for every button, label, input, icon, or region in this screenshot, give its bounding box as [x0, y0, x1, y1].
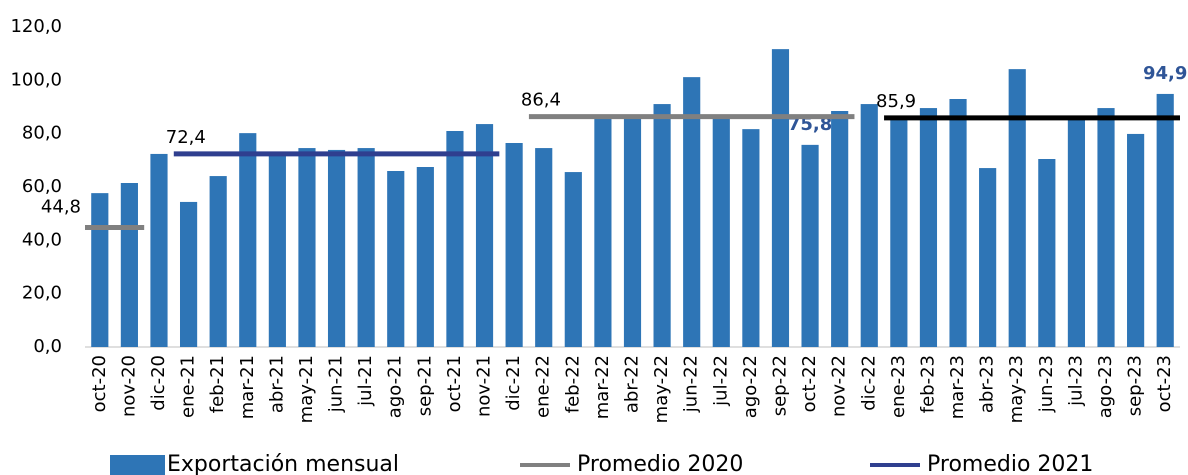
bar: [239, 133, 257, 347]
bar: [209, 176, 227, 347]
x-tick-label: abr-23: [977, 355, 998, 413]
y-tick-label: 120,0: [10, 16, 62, 37]
x-tick-label: dic-21: [503, 355, 524, 411]
x-tick-label: may-21: [296, 355, 317, 423]
x-tick-label: dic-22: [858, 355, 879, 411]
bar: [653, 104, 671, 347]
bar: [683, 77, 701, 347]
bar: [712, 117, 730, 347]
bar: [327, 149, 346, 347]
x-tick-label: oct-22: [799, 355, 820, 412]
x-tick-label: ene-21: [178, 355, 199, 418]
x-tick-label: ene-22: [533, 355, 554, 418]
x-tick-label: may-23: [1006, 355, 1027, 423]
line-label: 72,4: [166, 127, 206, 148]
x-tick-label: oct-23: [1154, 355, 1175, 412]
bar: [416, 167, 434, 347]
bar: [742, 129, 760, 347]
bar: [919, 108, 938, 347]
bar: [298, 148, 316, 347]
y-tick-label: 40,0: [22, 229, 62, 250]
bar: [1127, 133, 1145, 347]
x-tick-label: jun-22: [681, 355, 702, 413]
y-tick-label: 60,0: [22, 176, 62, 197]
x-tick-label: nov-20: [118, 355, 139, 417]
x-tick-label: sep-22: [769, 355, 790, 416]
x-tick-label: mar-21: [237, 355, 258, 419]
bar: [505, 143, 523, 347]
bar: [623, 117, 642, 347]
bar: [91, 193, 109, 347]
x-tick-label: may-22: [651, 355, 672, 423]
x-tick-label: ago-22: [740, 355, 761, 418]
bar: [979, 168, 997, 347]
legend-swatch: [110, 455, 165, 475]
x-tick-label: jun-23: [1036, 355, 1057, 413]
line-label: 85,9: [876, 91, 916, 112]
bar: [831, 111, 849, 347]
y-tick-label: 0,0: [33, 336, 62, 357]
x-tick-label: mar-23: [947, 355, 968, 419]
bar: [1008, 69, 1026, 347]
x-tick-label: jul-23: [1065, 355, 1086, 407]
line-label: 44,8: [41, 197, 81, 218]
bar: [150, 153, 168, 347]
x-tick-label: abr-22: [622, 355, 643, 413]
bar: [1067, 117, 1086, 347]
y-tick-label: 80,0: [22, 123, 62, 144]
line-label: 86,4: [521, 90, 561, 111]
bar: [860, 104, 878, 347]
bar: [446, 131, 464, 347]
x-tick-label: feb-21: [207, 355, 228, 413]
data-label: 94,9: [1143, 63, 1187, 84]
x-tick-label: dic-20: [148, 355, 169, 411]
bar: [1038, 159, 1056, 347]
bar: [475, 124, 494, 347]
legend-label: Promedio 2020: [577, 452, 743, 475]
legend-label: Promedio 2021: [927, 452, 1093, 475]
x-tick-label: jun-21: [326, 355, 347, 413]
x-tick-label: ago-23: [1095, 355, 1116, 418]
bar: [801, 144, 819, 347]
legend-label: Exportación mensual: [167, 452, 399, 475]
x-tick-label: oct-20: [89, 355, 110, 412]
bar: [268, 153, 286, 347]
x-tick-label: oct-21: [444, 355, 465, 412]
bar: [179, 201, 198, 347]
x-tick-label: jul-21: [355, 355, 376, 407]
x-tick-label: nov-21: [474, 355, 495, 417]
x-tick-label: jul-22: [710, 355, 731, 407]
y-tick-label: 20,0: [22, 283, 62, 304]
bar: [387, 171, 405, 347]
bar: [1097, 108, 1115, 347]
data-label: 75,8: [788, 114, 832, 135]
x-tick-label: nov-22: [829, 355, 850, 417]
y-tick-label: 100,0: [10, 69, 62, 90]
bar: [771, 49, 790, 348]
x-tick-label: ene-23: [888, 355, 909, 418]
bar: [535, 148, 553, 347]
x-tick-label: sep-21: [414, 355, 435, 416]
x-tick-label: mar-22: [592, 355, 613, 419]
bar: [120, 183, 138, 347]
bar: [357, 148, 375, 347]
x-tick-label: abr-21: [266, 355, 287, 413]
x-tick-label: ago-21: [385, 355, 406, 418]
bar: [890, 120, 908, 347]
bar: [949, 99, 967, 347]
bar: [594, 115, 612, 347]
x-tick-label: feb-22: [562, 355, 583, 413]
bar: [564, 172, 582, 347]
x-tick-label: sep-23: [1125, 355, 1146, 416]
bar: [1156, 93, 1174, 347]
x-tick-label: feb-23: [917, 355, 938, 413]
